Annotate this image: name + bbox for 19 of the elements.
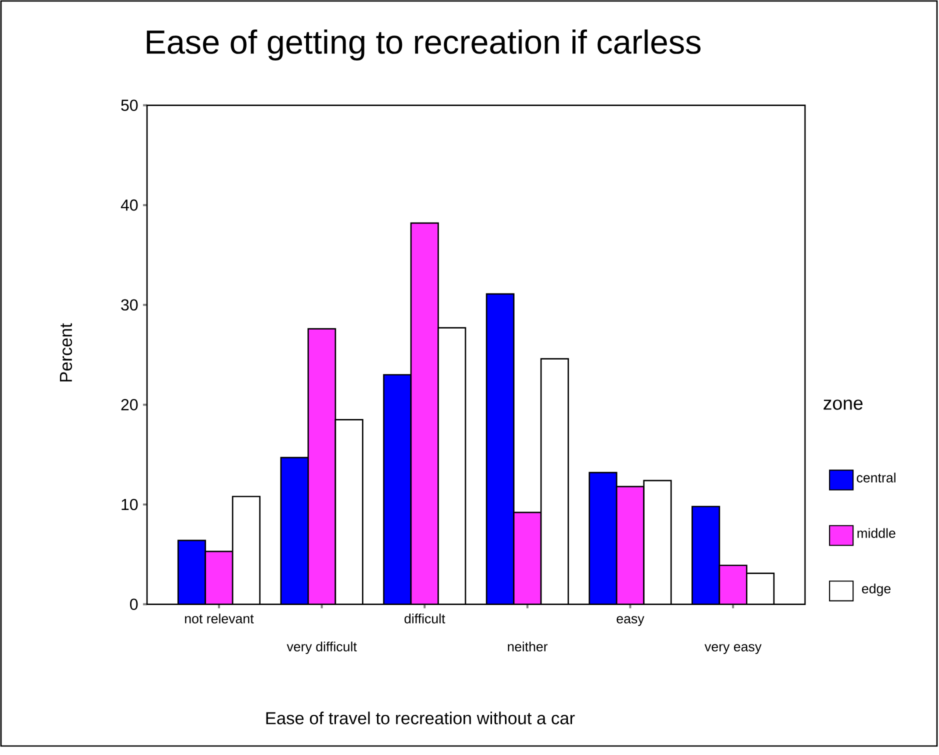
y-tick-label: 10	[122, 498, 138, 510]
chart-title: Ease of getting to recreation if carless	[146, 29, 701, 61]
legend-label: central	[856, 472, 896, 482]
legend-title: zone	[824, 400, 863, 410]
y-tick-label: 0	[130, 598, 138, 610]
legend-label: edge	[862, 584, 891, 596]
legend-label: middle	[858, 528, 896, 538]
y-axis-title: Percent	[60, 323, 72, 382]
x-axis-title: Ease of travel to recreation without a car	[266, 712, 575, 724]
y-tick-label: 40	[120, 199, 138, 211]
x-tick-label: very difficult	[286, 642, 357, 654]
x-tick-label: difficult	[404, 614, 446, 624]
x-tick-label: easy	[616, 616, 644, 626]
y-tick-label: 50	[121, 100, 138, 111]
y-tick-label: 20	[121, 399, 138, 410]
y-tick-label: 30	[121, 299, 138, 311]
x-tick-label: neither	[508, 642, 548, 652]
x-tick-label: very easy	[704, 644, 762, 654]
x-tick-label: not relevant	[185, 614, 254, 624]
